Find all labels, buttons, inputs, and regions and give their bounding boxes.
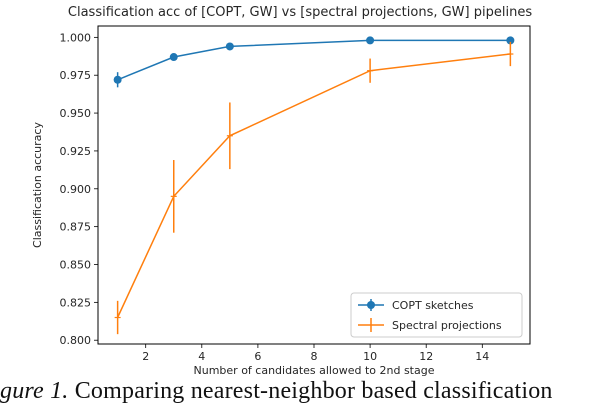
y-tick-label: 0.925 <box>60 145 92 158</box>
axis-ticks: 2 4 6 8 10 12 14 0.800 0.825 0.850 0.875 0.900 0.925… <box>60 31 490 363</box>
data-point-copt <box>225 42 234 51</box>
legend: COPT sketches Spectral projections <box>350 292 523 338</box>
y-axis-label: Classification accuracy <box>31 122 44 248</box>
y-tick-label: 0.875 <box>60 221 92 234</box>
y-tick-label: 1.000 <box>60 31 92 44</box>
x-axis-label: Number of candidates allowed to 2nd stag… <box>194 364 435 377</box>
x-tick-label: 2 <box>142 350 149 363</box>
series-layer <box>113 36 515 335</box>
x-tick-label: 14 <box>475 350 489 363</box>
x-tick-label: 4 <box>198 350 205 363</box>
x-tick-label: 8 <box>311 350 318 363</box>
x-tick-label: 10 <box>363 350 377 363</box>
y-tick-label: 0.950 <box>60 107 92 120</box>
legend-label-spectral: Spectral projections <box>392 319 502 332</box>
y-tick-label: 0.900 <box>60 183 92 196</box>
figure-caption: gure 1. Comparing nearest-neighbor based… <box>0 378 590 405</box>
caption-lead: gure 1. <box>0 378 69 404</box>
y-tick-label: 0.975 <box>60 69 92 82</box>
legend-box <box>350 292 523 338</box>
data-point-copt <box>506 36 515 45</box>
data-point-copt <box>169 53 178 62</box>
y-tick-label: 0.800 <box>60 334 92 347</box>
y-tick-label: 0.825 <box>60 296 92 309</box>
data-point-copt <box>113 75 122 84</box>
caption-text: Comparing nearest-neighbor based classif… <box>68 378 553 404</box>
plot-area <box>97 25 531 345</box>
y-tick-label: 0.850 <box>60 259 92 272</box>
data-point-copt <box>366 36 375 45</box>
chart: Classification acc of [COPT, GW] vs [spe… <box>31 5 532 377</box>
chart-title: Classification acc of [COPT, GW] vs [spe… <box>68 5 532 20</box>
legend-label-copt: COPT sketches <box>392 299 474 312</box>
x-tick-label: 6 <box>254 350 261 363</box>
legend-marker-copt <box>367 301 375 309</box>
x-tick-label: 12 <box>419 350 433 363</box>
